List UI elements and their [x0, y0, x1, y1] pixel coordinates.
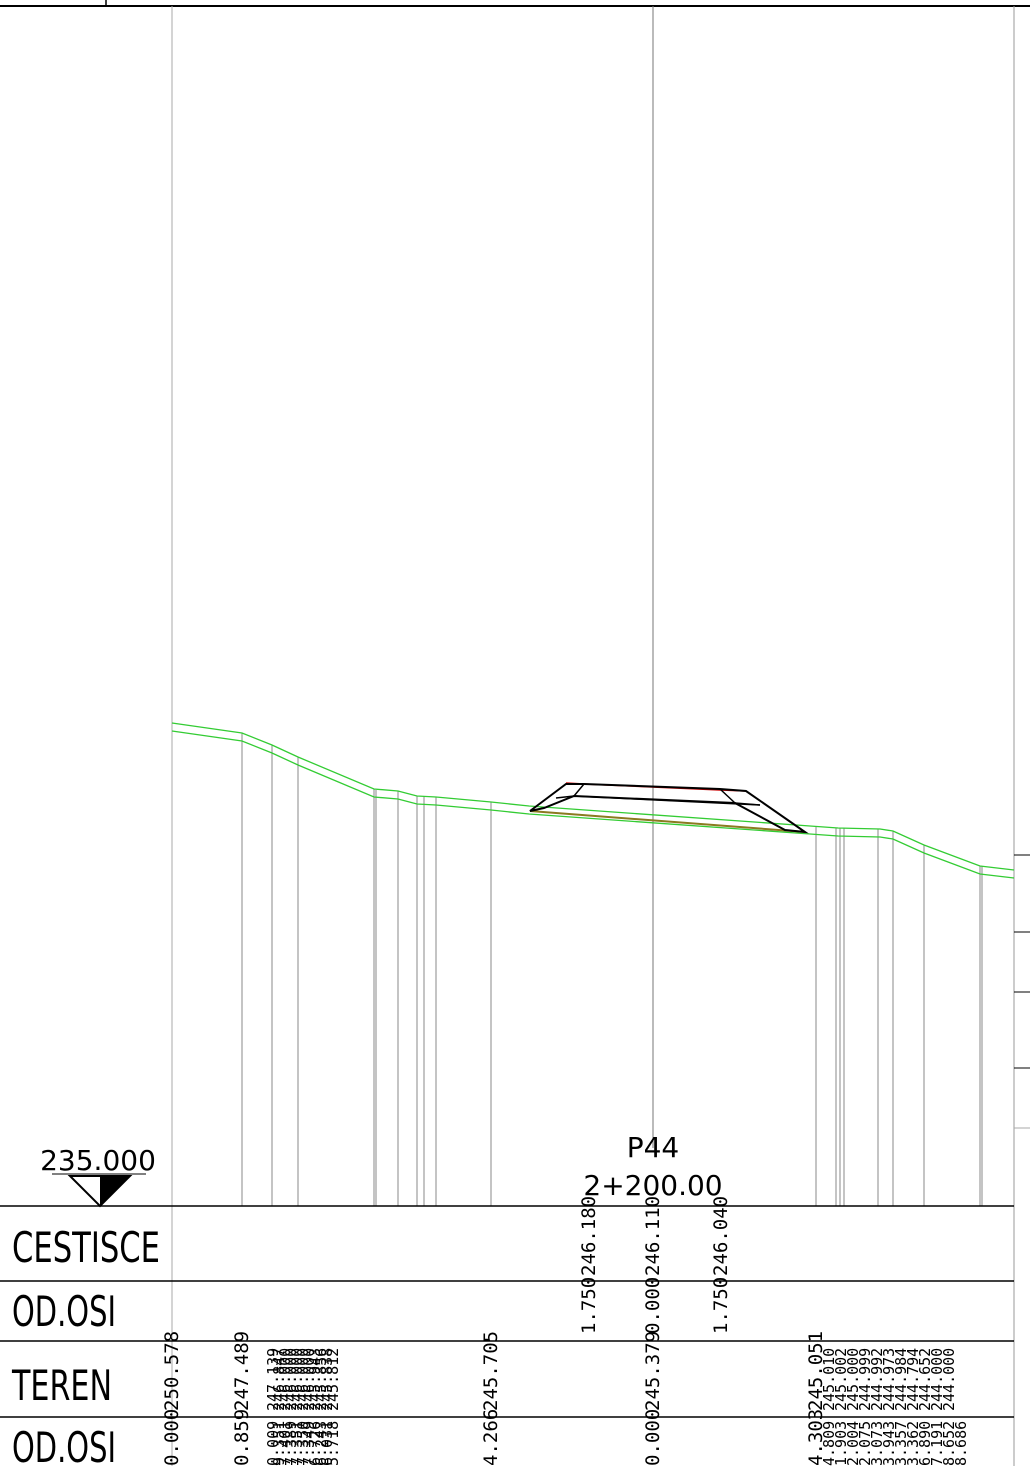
teren-value: 244.000	[928, 1348, 946, 1411]
profile-name: P44	[627, 1131, 680, 1164]
teren-value: 246.847	[270, 1348, 288, 1411]
row-label-od-osi-road: OD.OSI	[12, 1287, 116, 1336]
cestisce-value: 246.180	[578, 1196, 600, 1276]
row-label-od-osi-terrain: OD.OSI	[12, 1423, 116, 1466]
ordinate-lines	[241, 733, 983, 1206]
teren-value: 245.002	[832, 1348, 850, 1411]
od-osi-terrain-value: 5.718	[324, 1421, 342, 1466]
teren-value: 246.000	[288, 1348, 306, 1411]
subgrade-line	[529, 810, 806, 833]
od-osi-terrain-value: 7.351	[288, 1421, 306, 1466]
od-osi-terrain-value: 1.903	[832, 1421, 850, 1466]
road-base-line	[573, 795, 761, 806]
od-osi-terrain-value: 4.303	[805, 1409, 827, 1466]
od-osi-terrain-value: 0.859	[231, 1409, 253, 1466]
left-shoulder-edge	[573, 783, 585, 797]
cestisce-value: 246.110	[642, 1196, 664, 1276]
od-osi-terrain-value: 9.351	[270, 1421, 288, 1466]
od-osi-terrain-value: 2.075	[856, 1421, 874, 1466]
teren-value: 245.705	[480, 1331, 502, 1411]
od-osi-road-value: 0.000	[642, 1277, 664, 1334]
od-osi-terrain-value: 3.362	[904, 1421, 922, 1466]
terrain-line-upper	[171, 722, 1015, 871]
datum-triangle-icon	[67, 1175, 133, 1208]
teren-value: 244.973	[880, 1348, 898, 1411]
teren-value: 246.000	[300, 1348, 318, 1411]
teren-value: 247.139	[264, 1348, 282, 1411]
terrain-lines	[171, 722, 1015, 879]
od-osi-terrain-value: 0.000	[642, 1409, 664, 1466]
teren-value: 250.578	[161, 1331, 183, 1411]
teren-value: 247.489	[231, 1331, 253, 1411]
teren-value: 244.984	[892, 1348, 910, 1411]
teren-value: 246.000	[276, 1348, 294, 1411]
od-osi-terrain-value: 8.686	[952, 1421, 970, 1466]
od-osi-terrain-value: 7.350	[294, 1421, 312, 1466]
od-osi-terrain-value: 0.009	[264, 1421, 282, 1466]
teren-value: 244.794	[904, 1348, 922, 1411]
od-osi-terrain-value: 6.726	[306, 1421, 324, 1466]
teren-value: 245.010	[820, 1348, 838, 1411]
od-osi-terrain-value: 6.031	[318, 1421, 336, 1466]
row-label-cestisce: CESTISCE	[12, 1223, 160, 1272]
od-osi-terrain-value: 4.809	[820, 1421, 838, 1466]
od-osi-road-value: 1.750	[578, 1277, 600, 1334]
table-grid	[0, 1205, 1014, 1418]
teren-value: 245.000	[844, 1348, 862, 1411]
road-section	[529, 782, 809, 834]
cestisce-value: 246.040	[710, 1196, 732, 1276]
od-osi-terrain-value: 6.243	[312, 1421, 330, 1466]
teren-value: 244.992	[868, 1348, 886, 1411]
od-osi-terrain-value: 3.073	[868, 1421, 886, 1466]
row-label-teren: TEREN	[11, 1361, 112, 1410]
od-osi-terrain-value: 7.389	[282, 1421, 300, 1466]
teren-value: 245.051	[805, 1331, 827, 1411]
teren-value: 245.943	[306, 1348, 324, 1411]
road-outline	[529, 783, 809, 834]
od-osi-terrain-value: 2.004	[844, 1421, 862, 1466]
teren-value: 245.856	[312, 1348, 330, 1411]
teren-value: 246.000	[282, 1348, 300, 1411]
od-osi-terrain-value: 0.000	[161, 1409, 183, 1466]
teren-value: 244.000	[940, 1348, 958, 1411]
od-osi-terrain-value: 7.349	[300, 1421, 318, 1466]
teren-value: 244.652	[916, 1348, 934, 1411]
od-osi-terrain-value: 3.357	[892, 1421, 910, 1466]
od-osi-terrain-value: 7.401	[276, 1421, 294, 1466]
teren-value: 245.812	[324, 1348, 342, 1411]
teren-value: 246.000	[294, 1348, 312, 1411]
od-osi-terrain-value: 6.890	[916, 1421, 934, 1466]
od-osi-terrain-value: 4.266	[480, 1409, 502, 1466]
profile-station: 2+200.00	[583, 1169, 722, 1202]
teren-value: 244.999	[856, 1348, 874, 1411]
left-shoulder-line	[555, 795, 575, 799]
od-osi-terrain-value: 7.191	[928, 1421, 946, 1466]
terrain-line-lower	[171, 730, 1015, 879]
od-osi-terrain-value: 8.652	[940, 1421, 958, 1466]
od-osi-terrain-value: 3.943	[880, 1421, 898, 1466]
od-osi-road-value: 1.750	[710, 1277, 732, 1334]
right-shoulder-line	[719, 788, 736, 804]
teren-value: 245.838	[318, 1348, 336, 1411]
teren-value: 245.379	[642, 1331, 664, 1411]
datum-label: 235.000	[40, 1144, 156, 1177]
